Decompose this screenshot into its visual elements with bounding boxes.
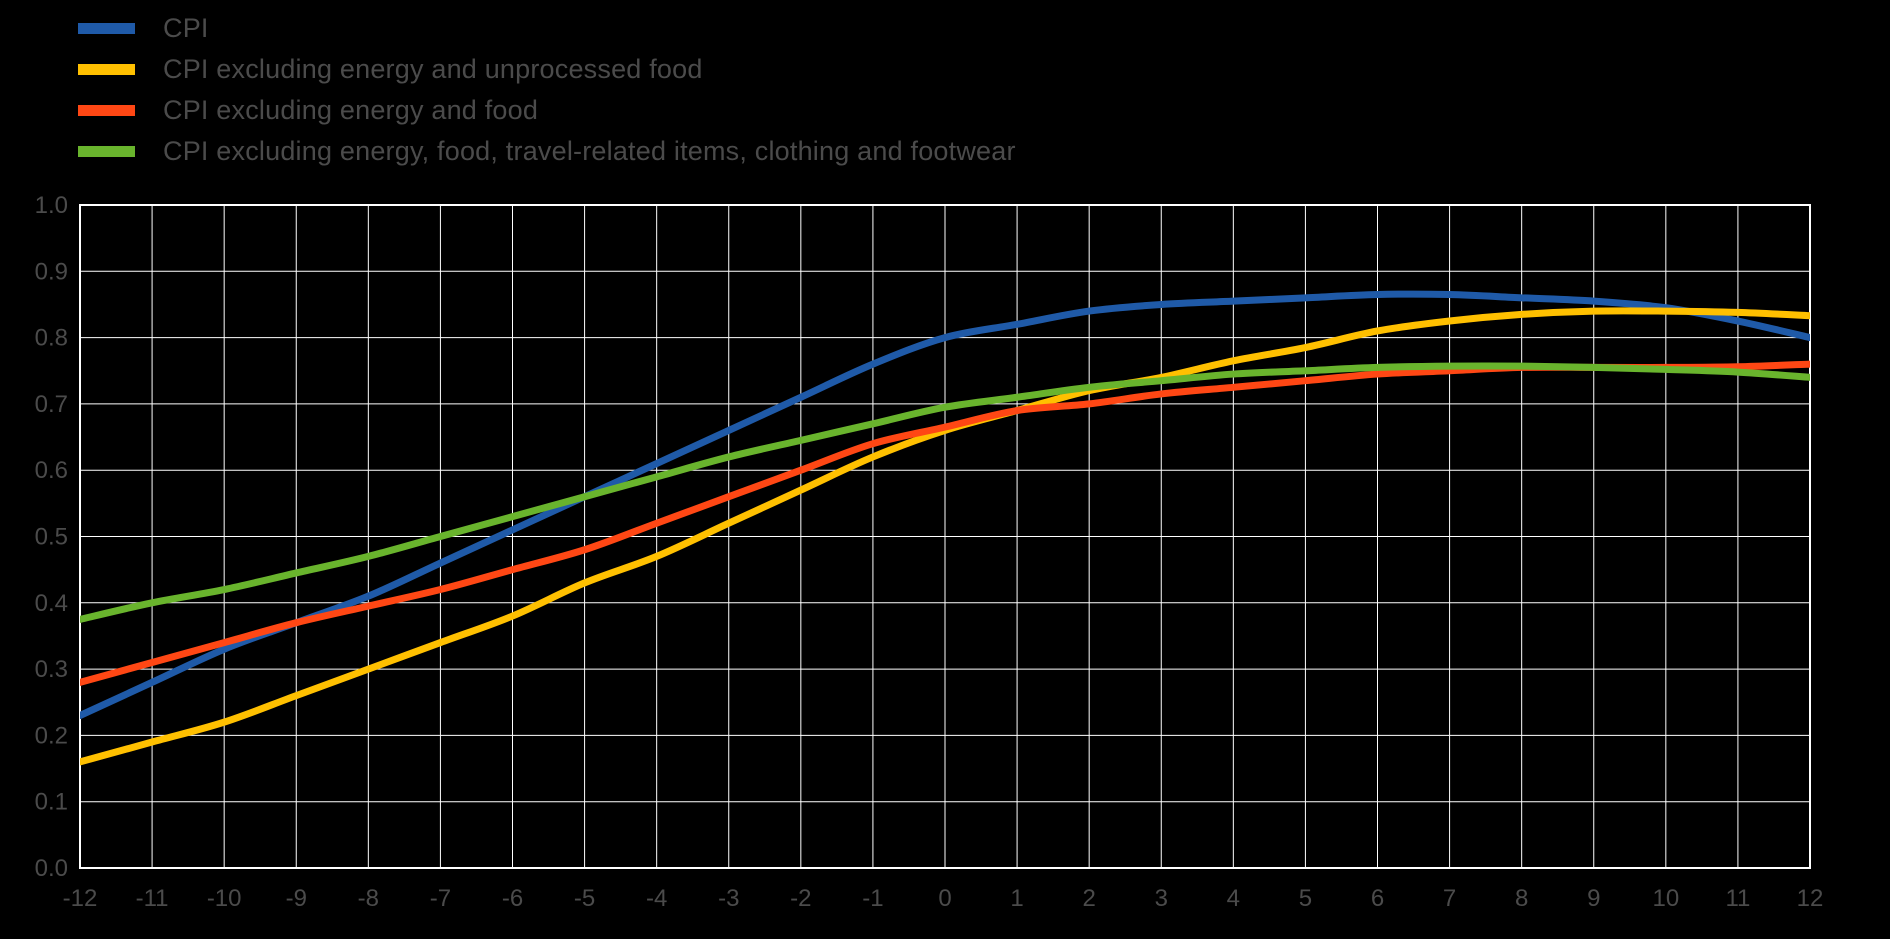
x-axis-tick-label: -6 <box>502 885 523 912</box>
legend-label: CPI excluding energy and food <box>163 95 539 125</box>
x-axis-tick-label: -4 <box>646 885 667 912</box>
y-axis-tick-label: 0.3 <box>35 656 68 683</box>
legend-item-3: CPI excluding energy and food <box>78 90 1016 131</box>
y-axis-tick-label: 0.7 <box>35 391 68 418</box>
legend-swatch <box>78 146 135 157</box>
x-axis-tick-label: -2 <box>790 885 811 912</box>
x-axis-tick-label: -1 <box>862 885 883 912</box>
legend-swatch <box>78 105 135 116</box>
legend-label: CPI <box>163 13 209 43</box>
y-axis-tick-label: 0.8 <box>35 325 68 352</box>
x-axis-tick-label: -3 <box>718 885 739 912</box>
legend-swatch <box>78 64 135 75</box>
x-axis-tick-label: 9 <box>1587 885 1600 912</box>
x-axis-tick-label: -5 <box>574 885 595 912</box>
plot-border <box>79 204 1811 869</box>
legend: CPI CPI excluding energy and unprocessed … <box>78 8 1016 172</box>
x-axis-tick-label: 12 <box>1797 885 1824 912</box>
y-axis-tick-label: 0.2 <box>35 722 68 749</box>
x-axis-tick-label: 4 <box>1227 885 1240 912</box>
x-axis-tick-label: -8 <box>358 885 379 912</box>
x-axis-tick-label: 8 <box>1515 885 1528 912</box>
x-axis-tick-label: -7 <box>430 885 451 912</box>
legend-label: CPI excluding energy, food, travel-relat… <box>163 136 1016 166</box>
x-axis-tick-label: 11 <box>1725 885 1750 912</box>
legend-swatch <box>78 23 135 34</box>
y-axis-tick-label: 0.9 <box>35 258 68 285</box>
series-line-1 <box>80 290 1810 720</box>
x-axis-tick-label: 2 <box>1082 885 1095 912</box>
x-axis-tick-label: -12 <box>63 885 98 912</box>
x-axis-tick-label: 3 <box>1155 885 1168 912</box>
x-axis-tick-label: 5 <box>1299 885 1312 912</box>
legend-item-1: CPI <box>78 8 1016 49</box>
x-axis-tick-label: 0 <box>938 885 951 912</box>
series-line-4 <box>80 362 1810 623</box>
y-axis-tick-label: 0.6 <box>35 457 68 484</box>
x-axis-tick-label: 6 <box>1371 885 1384 912</box>
y-axis-tick-label: 0.4 <box>35 590 68 617</box>
x-axis-tick-label: -9 <box>286 885 307 912</box>
x-axis-tick-label: -11 <box>136 885 169 912</box>
x-axis-tick-label: 1 <box>1010 885 1023 912</box>
y-axis-tick-label: 0.1 <box>35 789 68 816</box>
y-axis-tick-label: 0.5 <box>35 524 68 551</box>
legend-item-2: CPI excluding energy and unprocessed foo… <box>78 49 1016 90</box>
y-axis-tick-label: 1.0 <box>35 192 68 219</box>
legend-label: CPI excluding energy and unprocessed foo… <box>163 54 703 84</box>
y-axis-tick-label: 0.0 <box>35 855 68 882</box>
x-axis-tick-label: 10 <box>1652 885 1679 912</box>
x-axis-tick-label: -10 <box>207 885 242 912</box>
legend-item-4: CPI excluding energy, food, travel-relat… <box>78 131 1016 172</box>
x-axis-tick-label: 7 <box>1443 885 1456 912</box>
